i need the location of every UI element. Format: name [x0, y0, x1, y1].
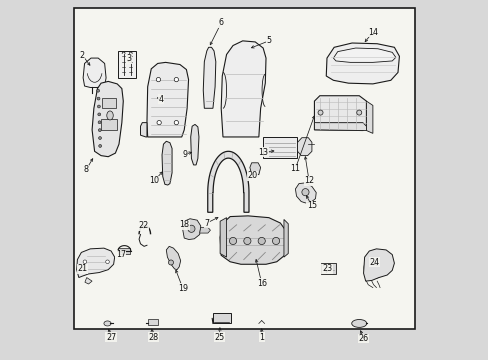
Text: 27: 27	[106, 333, 116, 342]
Polygon shape	[190, 125, 199, 165]
Circle shape	[97, 97, 100, 100]
Text: 4: 4	[159, 95, 163, 104]
Polygon shape	[221, 41, 265, 137]
Text: 22: 22	[138, 221, 148, 230]
Circle shape	[317, 110, 323, 115]
Circle shape	[98, 121, 101, 124]
Text: 17: 17	[116, 250, 125, 259]
Circle shape	[98, 129, 101, 132]
Polygon shape	[220, 218, 226, 257]
Polygon shape	[249, 163, 260, 175]
Circle shape	[157, 121, 161, 125]
Circle shape	[97, 105, 100, 108]
Text: 10: 10	[149, 176, 159, 185]
Polygon shape	[199, 227, 210, 233]
Polygon shape	[147, 62, 188, 137]
Text: 1: 1	[259, 333, 264, 342]
Text: 9: 9	[183, 150, 187, 159]
Ellipse shape	[106, 111, 113, 120]
Text: 16: 16	[256, 279, 266, 288]
Polygon shape	[366, 101, 372, 134]
Text: 2: 2	[80, 51, 85, 60]
Polygon shape	[220, 216, 287, 264]
Text: 26: 26	[358, 334, 368, 343]
Bar	[212, 314, 230, 323]
Polygon shape	[203, 47, 215, 108]
Circle shape	[356, 110, 361, 115]
Circle shape	[105, 260, 109, 264]
Text: 13: 13	[258, 148, 267, 157]
Circle shape	[83, 260, 86, 264]
Text: 3: 3	[126, 54, 131, 63]
Text: 25: 25	[214, 333, 224, 342]
Circle shape	[156, 77, 160, 82]
Text: 20: 20	[247, 171, 257, 180]
Text: 8: 8	[83, 166, 88, 175]
Polygon shape	[140, 123, 147, 137]
Polygon shape	[333, 48, 395, 62]
Text: 12: 12	[304, 176, 313, 185]
Circle shape	[98, 113, 101, 116]
Bar	[147, 319, 158, 325]
Ellipse shape	[351, 319, 366, 327]
Bar	[263, 137, 297, 158]
Text: 11: 11	[290, 164, 300, 173]
Text: 15: 15	[306, 201, 316, 210]
Text: 18: 18	[179, 220, 189, 229]
Bar	[118, 248, 130, 253]
Polygon shape	[314, 123, 366, 131]
Bar	[101, 119, 117, 130]
Polygon shape	[363, 249, 394, 281]
Polygon shape	[77, 248, 115, 278]
Polygon shape	[314, 96, 366, 131]
Bar	[102, 98, 116, 108]
Polygon shape	[295, 183, 316, 203]
Bar	[320, 263, 335, 274]
Circle shape	[244, 237, 250, 244]
Text: 24: 24	[368, 258, 379, 267]
Text: 14: 14	[367, 28, 377, 37]
Polygon shape	[162, 141, 172, 185]
Polygon shape	[325, 43, 399, 84]
Text: 7: 7	[204, 219, 209, 228]
Bar	[74, 8, 414, 329]
Circle shape	[258, 237, 265, 244]
Text: 6: 6	[218, 18, 223, 27]
Polygon shape	[297, 138, 311, 156]
Circle shape	[229, 237, 236, 244]
Circle shape	[272, 237, 279, 244]
Polygon shape	[166, 246, 180, 270]
Circle shape	[99, 144, 102, 147]
Bar	[118, 51, 136, 78]
Text: 28: 28	[148, 333, 158, 342]
Text: 23: 23	[321, 265, 331, 274]
Polygon shape	[207, 151, 248, 212]
Circle shape	[187, 225, 195, 232]
Polygon shape	[92, 81, 123, 157]
Polygon shape	[85, 278, 92, 284]
Circle shape	[97, 89, 100, 92]
Circle shape	[168, 260, 173, 265]
Circle shape	[174, 121, 178, 125]
Polygon shape	[183, 219, 201, 239]
Polygon shape	[284, 220, 287, 257]
Circle shape	[99, 136, 101, 139]
Circle shape	[301, 189, 308, 196]
Polygon shape	[83, 58, 106, 87]
Ellipse shape	[104, 321, 111, 326]
Text: 5: 5	[266, 36, 271, 45]
Circle shape	[174, 77, 178, 82]
Text: 21: 21	[77, 265, 87, 274]
Text: 19: 19	[178, 284, 187, 293]
